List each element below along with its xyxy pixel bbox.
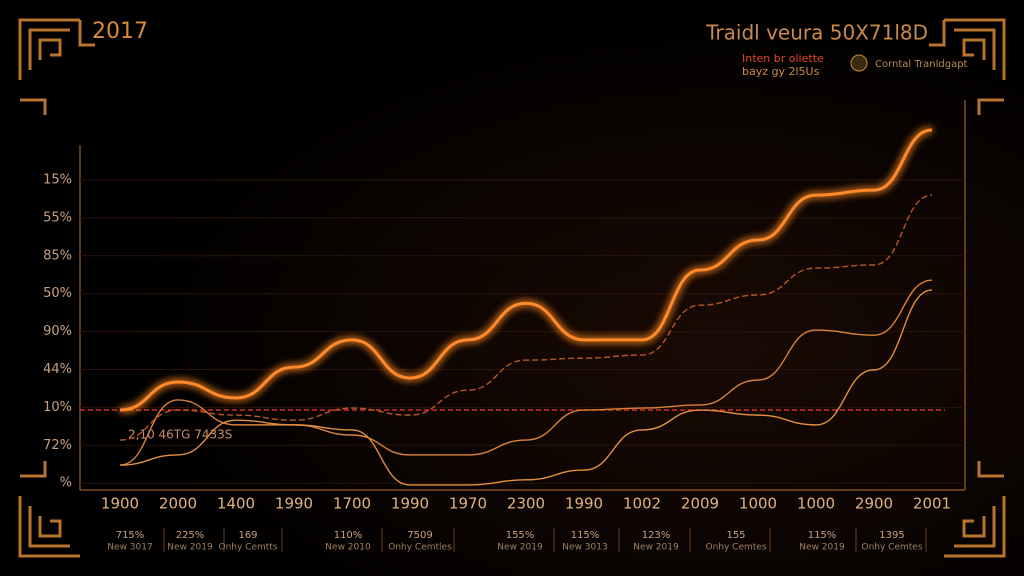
- x-tick-label: 2001: [913, 495, 951, 513]
- x-sublabel: New 3013: [562, 543, 607, 553]
- x-tick-label: 1970: [449, 495, 487, 513]
- legend-icon: [850, 54, 868, 72]
- x-tick-label: 1000: [797, 495, 835, 513]
- x-sublabel: 169: [238, 530, 257, 541]
- x-sublabel: 115%: [808, 530, 837, 541]
- x-tick-label: 1990: [275, 495, 313, 513]
- x-sublabel: New 2019: [633, 543, 679, 553]
- x-sublabel: Onhy Cemtts: [218, 543, 277, 553]
- corner-decoration: [18, 18, 1006, 558]
- x-tick-label: 1990: [391, 495, 429, 513]
- series-line: [119, 279, 933, 466]
- x-sublabel: Onhy Cemtes: [861, 543, 922, 553]
- x-sublabel: New 2019: [799, 543, 845, 553]
- x-tick-label: 1900: [101, 495, 139, 513]
- y-tick-label: 10%: [43, 400, 72, 415]
- x-sublabel: New 2019: [167, 543, 213, 553]
- x-tick-label: 2900: [855, 495, 893, 513]
- chart-title: Traidl veura 50X71l8D: [705, 21, 928, 45]
- x-tick-label: 2300: [507, 495, 545, 513]
- x-sublabel: 115%: [571, 530, 600, 541]
- y-tick-label: 44%: [43, 362, 72, 377]
- year-label: 2017: [92, 19, 148, 44]
- x-sublabel: New 3017: [107, 543, 152, 553]
- series-line: [119, 194, 933, 441]
- annotation: 2,10 46TG 7433S: [128, 428, 232, 442]
- y-tick-label: %: [60, 476, 72, 491]
- y-tick-label: 50%: [43, 286, 72, 301]
- x-sublabel: 225%: [176, 530, 205, 541]
- x-tick-label: 1000: [739, 495, 777, 513]
- y-tick-label: 85%: [43, 248, 72, 263]
- x-sublabel: 123%: [642, 530, 671, 541]
- series-line: [119, 128, 933, 412]
- y-tick-label: 55%: [43, 210, 72, 225]
- x-tick-label: 2009: [681, 495, 719, 513]
- x-tick-label: 1990: [565, 495, 603, 513]
- y-tick-label: 90%: [43, 324, 72, 339]
- subtitle: Inten br oliette: [742, 52, 824, 65]
- x-tick-label: 1400: [217, 495, 255, 513]
- series-line: [119, 289, 933, 486]
- x-sublabel: 110%: [334, 530, 363, 541]
- x-sublabel: New 2019: [497, 543, 543, 553]
- x-sublabel: Onhy Cemtes: [705, 543, 766, 553]
- x-sublabel: 155%: [506, 530, 535, 541]
- subtitle: bayz gy 2l5Us: [742, 65, 820, 78]
- x-sublabel: 1395: [879, 530, 904, 541]
- y-tick-label: 72%: [43, 438, 72, 453]
- x-sublabel: 155: [726, 530, 745, 541]
- x-sublabel: Onhy Cemtles: [388, 543, 452, 553]
- x-tick-label: 1002: [623, 495, 661, 513]
- y-tick-label: 15%: [43, 173, 72, 188]
- x-tick-label: 2000: [159, 495, 197, 513]
- x-sublabel: 7509: [407, 530, 432, 541]
- legend-label: Corntal Tranldgapt: [875, 59, 968, 70]
- x-tick-label: 1700: [333, 495, 371, 513]
- x-sublabel: New 2010: [325, 543, 371, 553]
- x-sublabel: 715%: [116, 530, 145, 541]
